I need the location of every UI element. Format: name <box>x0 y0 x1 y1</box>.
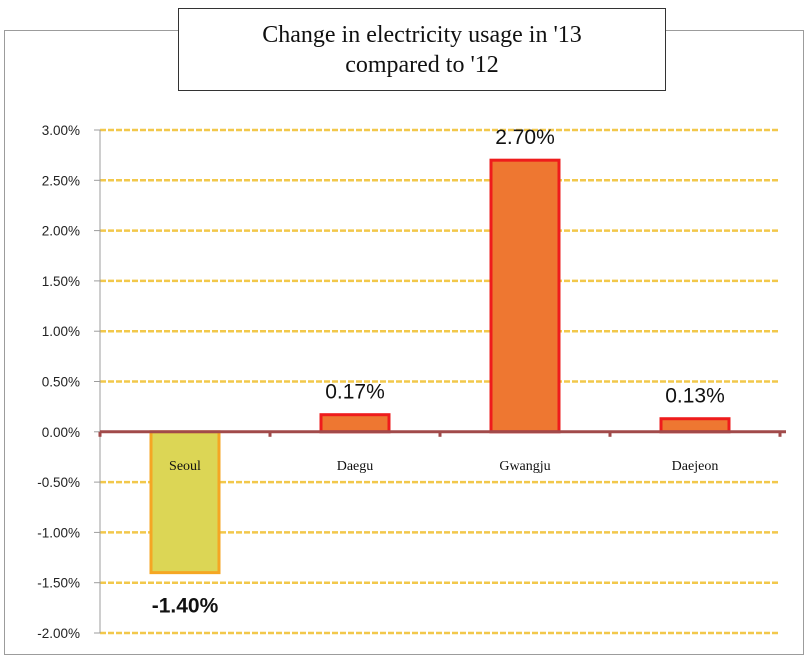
y-axis: 3.00% 2.50% 2.00% 1.50% 1.00% 0.50% 0.00% -0.50… <box>37 123 101 641</box>
bar-daejeon <box>659 417 731 434</box>
chart-title-line-2: compared to '12 <box>345 51 499 78</box>
y-tick-label: 1.50% <box>42 274 80 289</box>
data-label-seoul: -1.40% <box>152 595 219 618</box>
bar-daegu <box>319 413 391 434</box>
chart-title-box: Change in electricity usage in '13 compa… <box>178 8 666 91</box>
y-tick-label: 2.00% <box>42 224 80 239</box>
category-label-daejeon: Daejeon <box>672 459 719 474</box>
data-labels: -1.40% 0.17% 2.70% 0.13% <box>152 126 725 617</box>
chart-title-line-1: Change in electricity usage in '13 <box>262 21 582 48</box>
y-tick-label: 0.50% <box>42 375 80 390</box>
y-tick-label: 1.00% <box>42 324 80 339</box>
data-label-gwangju: 2.70% <box>495 126 555 149</box>
y-tick-label: 3.00% <box>42 123 80 138</box>
y-tick-label: -2.00% <box>37 626 80 641</box>
bars <box>149 158 731 575</box>
category-label-seoul: Seoul <box>169 459 201 474</box>
y-tick-label: 0.00% <box>42 425 80 440</box>
y-tick-label: -1.50% <box>37 576 80 591</box>
x-axis: Seoul Daegu Gwangju Daejeon <box>98 430 786 474</box>
data-label-daegu: 0.17% <box>325 381 385 404</box>
data-label-daejeon: 0.13% <box>665 385 725 408</box>
category-label-daegu: Daegu <box>337 459 374 474</box>
bar-seoul <box>149 430 221 575</box>
bar-gwangju <box>489 158 561 434</box>
y-tick-label: 2.50% <box>42 173 80 188</box>
category-label-gwangju: Gwangju <box>499 459 550 474</box>
y-tick-label: -0.50% <box>37 475 80 490</box>
y-tick-label: -1.00% <box>37 525 80 540</box>
